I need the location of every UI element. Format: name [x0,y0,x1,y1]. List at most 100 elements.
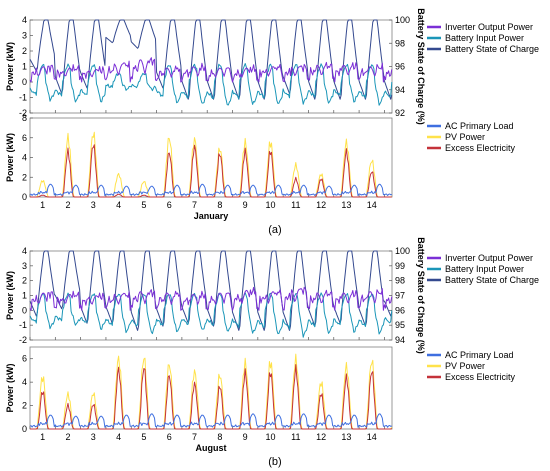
y-axis-label: Power (kW) [5,271,15,320]
y2-tick-label: 98 [395,38,405,48]
series-line-ac-primary-load [29,183,392,196]
x-tick-label: 2 [65,200,70,210]
y2-tick-label: 94 [395,335,405,345]
x-tick-label: 7 [192,200,197,210]
plot-frame [29,250,393,341]
plot-frame [29,117,393,198]
x-tick-label: 13 [341,432,351,442]
y-axis-label: Power (kW) [5,133,15,182]
y-tick-label: 0 [22,305,27,315]
series-line-inverter-output-power [29,286,393,311]
plot-frame [29,19,393,114]
x-tick-label: 2 [65,432,70,442]
legend-entry: Battery Input Power [445,264,524,274]
y-tick-label: 4 [22,246,27,256]
x-tick-label: 10 [265,432,275,442]
y2-axis-label: Battery State of Charge (%) [416,237,426,354]
series-line-pv-power [30,131,392,198]
series-line-excess-electricity [30,364,392,430]
y-tick-label: 0 [22,192,27,202]
x-tick-label: 6 [167,432,172,442]
legend-entry: Battery State of Charge [445,275,539,285]
legend-entry: AC Primary Load [445,121,514,131]
x-tick-label: 3 [91,432,96,442]
x-tick-label: 4 [116,432,121,442]
y-tick-label: 0 [22,424,27,434]
legend-entry: Excess Electricity [445,372,516,382]
y-tick-label: 1 [22,62,27,72]
x-tick-label: 8 [217,200,222,210]
series-line-battery-state-of-charge [29,250,393,331]
y2-tick-label: 96 [395,305,405,315]
legend-entry: Inverter Output Power [445,22,533,32]
y-tick-label: 2 [22,401,27,411]
x-tick-label: 3 [91,200,96,210]
y2-tick-label: 98 [395,276,405,286]
y2-tick-label: 92 [395,108,405,118]
x-tick-label: 1 [40,200,45,210]
x-tick-label: 4 [116,200,121,210]
y-tick-label: 8 [22,113,27,123]
y-tick-label: 6 [22,133,27,143]
y-tick-label: -1 [19,320,27,330]
y-tick-label: 3 [22,261,27,271]
y2-tick-label: 100 [395,15,410,25]
series-line-battery-state-of-charge [29,19,393,100]
x-tick-label: 9 [243,200,248,210]
y-tick-label: 2 [22,46,27,56]
x-axis-label: January [194,211,229,221]
plot-frame [29,346,393,430]
y2-axis-label: Battery State of Charge (%) [416,8,426,125]
y-tick-label: -2 [19,108,27,118]
x-tick-label: 11 [291,200,300,210]
y-tick-label: 3 [22,31,27,41]
x-tick-label: 1 [40,432,45,442]
x-tick-label: 5 [141,200,146,210]
x-tick-label: 11 [291,432,300,442]
x-tick-label: 9 [243,432,248,442]
y-tick-label: 2 [22,172,27,182]
y-tick-label: 1 [22,291,27,301]
x-axis-label: August [196,443,227,453]
y2-tick-label: 96 [395,62,405,72]
chart-panel-a-top: -2 -1 0 1 2 3 4 Power (kW) 92 94 96 98 100 Battery St… [5,8,426,125]
y2-tick-label: 95 [395,320,405,330]
x-tick-label: 6 [167,200,172,210]
x-tick-label: 10 [265,200,275,210]
caption-b: (b) [268,456,281,468]
legend-entry: Battery State of Charge [445,44,539,54]
series-line-battery-input-power [29,63,393,106]
y-axis-label: Power (kW) [5,42,15,91]
legend-entry: Inverter Output Power [445,253,533,263]
x-tick-label: 8 [217,432,222,442]
y-axis-label: Power (kW) [5,363,15,412]
y2-tick-label: 99 [395,261,405,271]
x-tick-label: 14 [367,200,377,210]
x-tick-label: 5 [141,432,146,442]
series-line-pv-power [30,353,393,430]
legend-entry: PV Power [445,361,485,371]
series-line-inverter-output-power [29,57,393,83]
legend-entry: Excess Electricity [445,143,516,153]
caption-a: (a) [268,224,281,236]
y-tick-label: 4 [22,153,27,163]
y-tick-label: -2 [19,335,27,345]
legend-entry: PV Power [445,132,485,142]
y2-tick-label: 97 [395,291,405,301]
x-tick-label: 12 [316,200,326,210]
x-tick-label: 13 [341,200,351,210]
y2-tick-label: 94 [395,85,405,95]
y-tick-label: 6 [22,354,27,364]
series-line-ac-primary-load [29,413,392,428]
y-tick-label: 4 [22,15,27,25]
legend-entry: AC Primary Load [445,350,514,360]
chart-panel-b-top: -2 -1 0 1 2 3 4 Power (kW) 94 95 96 97 98 99 100 Batter… [5,237,426,354]
x-tick-label: 14 [367,432,377,442]
y-tick-label: -1 [19,93,27,103]
y-tick-label: 4 [22,377,27,387]
series-line-excess-electricity [30,144,392,198]
